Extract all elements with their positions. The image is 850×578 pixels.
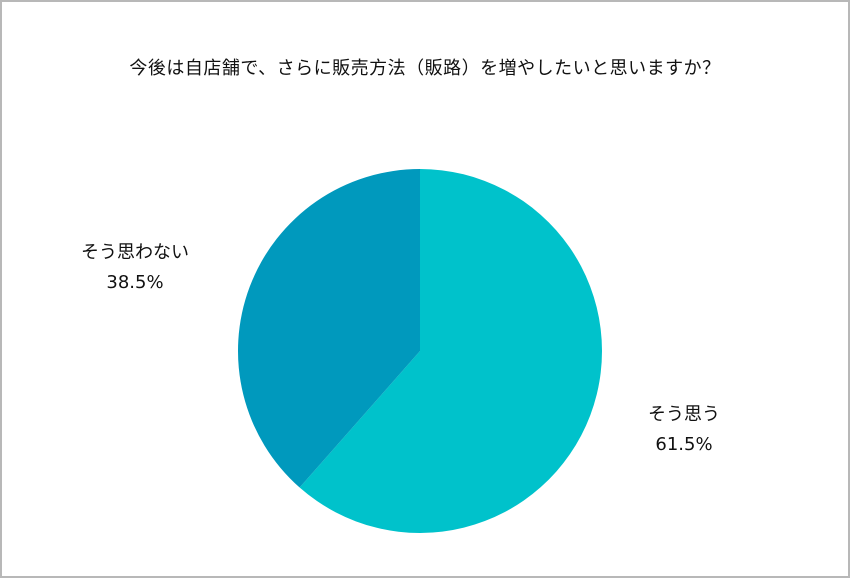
slice-label-sou-omou: そう思う 61.5%: [624, 400, 744, 460]
pie-slice-sou-omou: [299, 169, 602, 533]
slice-label-percent: 61.5%: [655, 434, 713, 455]
slice-label-sou-omowanai: そう思わない 38.5%: [60, 238, 210, 298]
pie-slice-sou-omowanai: [237, 169, 420, 488]
slice-label-percent: 38.5%: [106, 272, 164, 293]
slice-label-name: そう思う: [648, 404, 720, 425]
chart-title: 今後は自店舗で、さらに販売方法（販路）を増やしたいと思いますか？: [129, 58, 721, 79]
slice-label-name: そう思わない: [81, 242, 189, 263]
